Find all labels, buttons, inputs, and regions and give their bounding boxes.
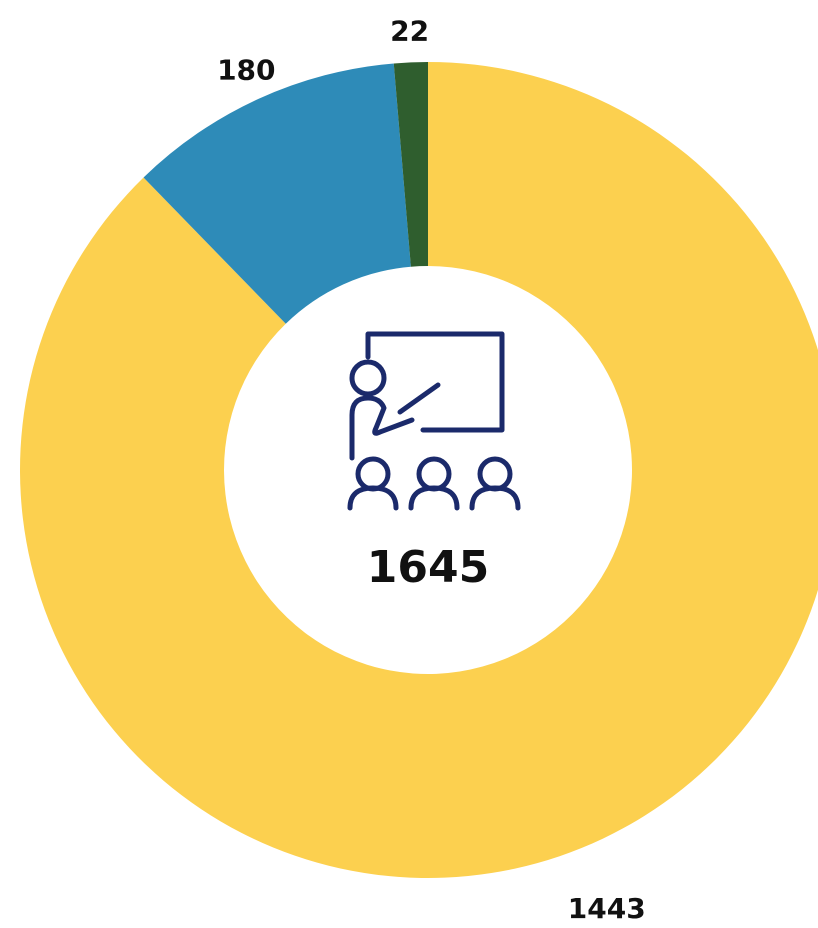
- chart-center-icon: [347, 331, 521, 511]
- center-total: 1645: [367, 542, 489, 593]
- data-label: 1443: [568, 892, 646, 925]
- data-label: 180: [217, 53, 275, 86]
- donut-slice: [20, 62, 818, 878]
- donut-slice: [393, 62, 428, 267]
- donut-slice: [143, 63, 411, 324]
- data-label: 22: [390, 14, 429, 47]
